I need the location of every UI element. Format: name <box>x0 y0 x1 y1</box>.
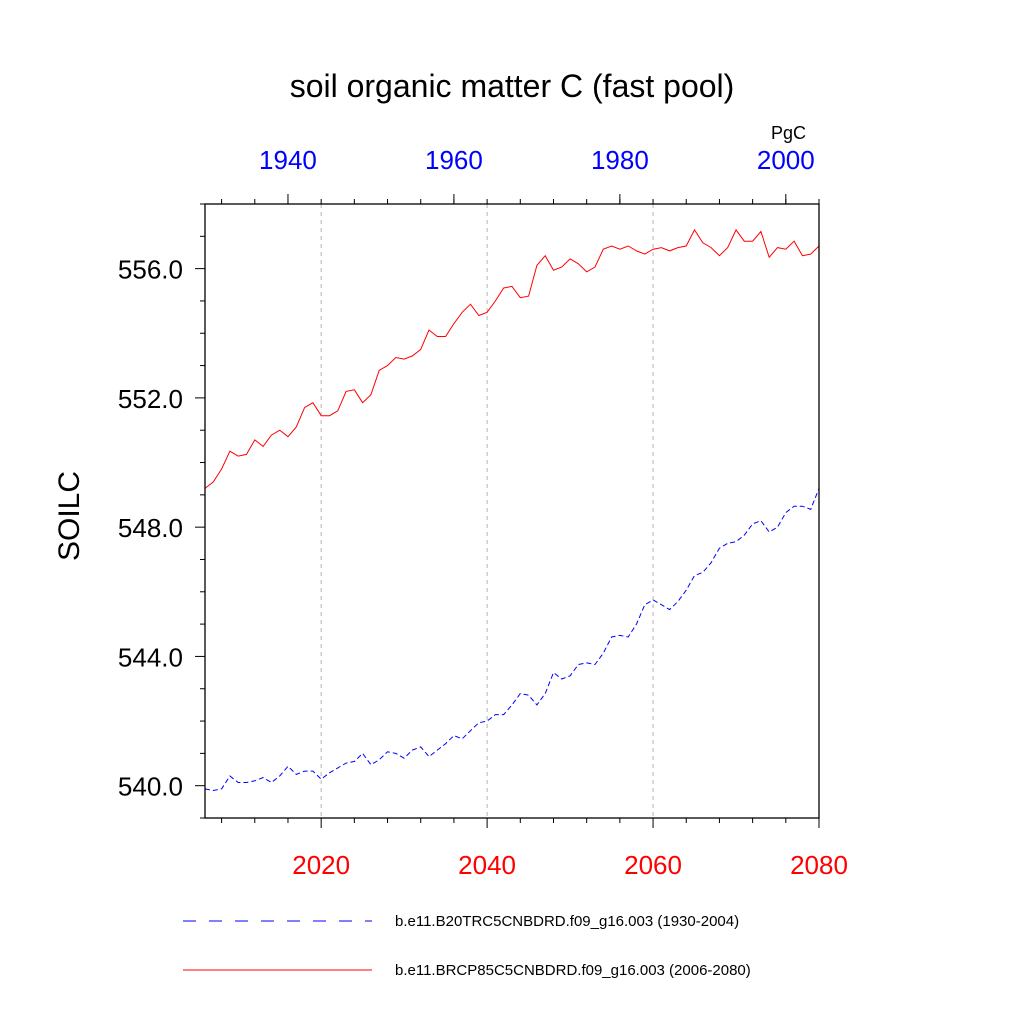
legend-label-rcp85: b.e11.BRCP85C5CNBDRD.f09_g16.003 (2006-2… <box>395 962 751 979</box>
chart-title: soil organic matter C (fast pool) <box>290 68 735 104</box>
bottom-tick-label: 2020 <box>292 850 350 880</box>
y-tick-label: 556.0 <box>118 255 183 285</box>
axis-ticks <box>195 194 820 828</box>
top-tick-label: 1960 <box>425 145 483 175</box>
bottom-tick-label: 2040 <box>458 850 516 880</box>
grid-lines <box>320 204 654 818</box>
y-axis-label: SOILC <box>53 471 86 561</box>
series-line-historical <box>204 488 820 792</box>
plot-frame <box>204 203 820 819</box>
y-tick-label: 548.0 <box>118 513 183 543</box>
tick-labels: 540.0 544.0 548.0 552.0 556.0 2020 2040 2060 208… <box>118 145 848 880</box>
units-label: PgC <box>771 123 806 143</box>
y-tick-label: 544.0 <box>118 642 183 672</box>
y-tick-label: 540.0 <box>118 772 183 802</box>
legend: b.e11.B20TRC5CNBDRD.f09_g16.003 (1930-20… <box>183 913 751 979</box>
series-line-rcp85 <box>204 228 820 489</box>
top-tick-label: 1940 <box>259 145 317 175</box>
top-tick-label: 2000 <box>757 145 815 175</box>
top-tick-label: 1980 <box>591 145 649 175</box>
bottom-tick-label: 2080 <box>790 850 848 880</box>
y-tick-label: 552.0 <box>118 384 183 414</box>
series-layer <box>204 228 820 792</box>
legend-label-historical: b.e11.B20TRC5CNBDRD.f09_g16.003 (1930-20… <box>395 913 739 930</box>
bottom-tick-label: 2060 <box>624 850 682 880</box>
